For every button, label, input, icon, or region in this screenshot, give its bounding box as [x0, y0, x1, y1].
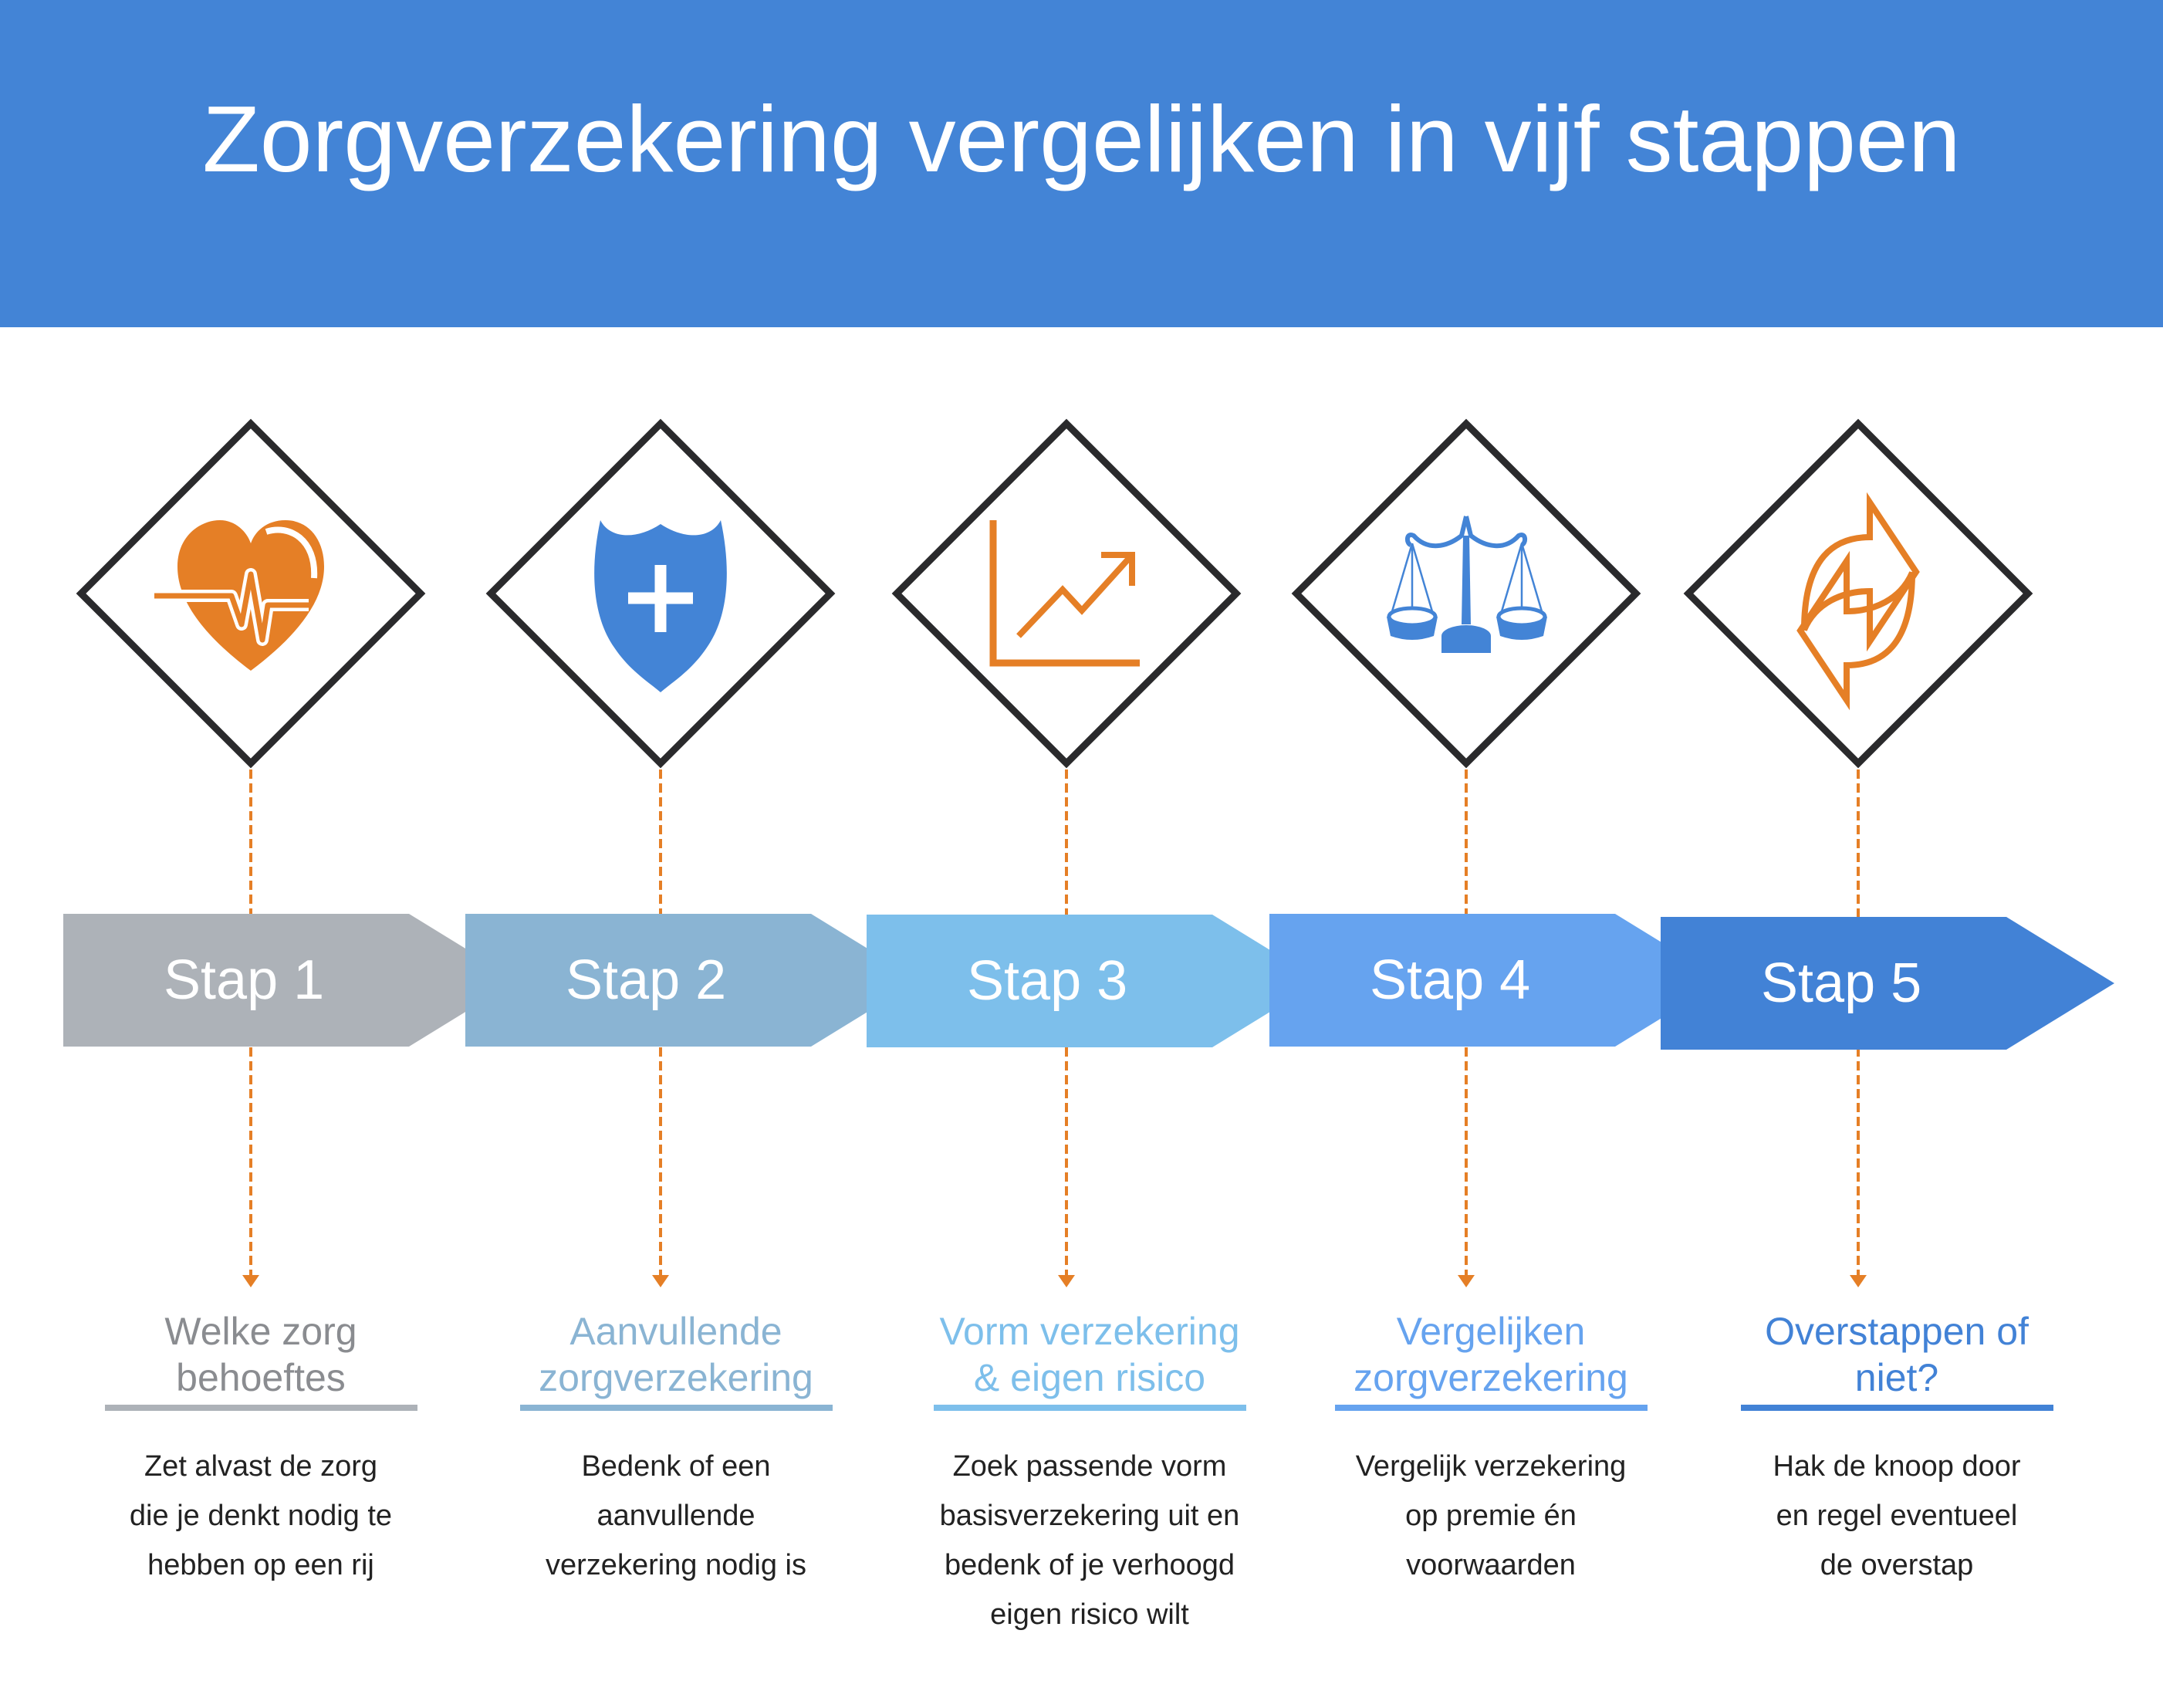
description-line: Zoek passende vorm [952, 1450, 1227, 1483]
scale-pan-rim [1387, 606, 1438, 627]
heading-line: niet? [1854, 1356, 1939, 1399]
chart-axes [989, 520, 1140, 667]
heading-line: zorgverzekering [1354, 1356, 1628, 1399]
step-column: Welke zorg behoeftes Zet alvast de zorg die… [60, 1308, 461, 1590]
scale-beam [1404, 516, 1528, 549]
step-label: Stap 2 [566, 949, 727, 1011]
connector-arrowhead [652, 1275, 669, 1287]
scale-strings [1389, 543, 1435, 617]
description-line: Bedenk of een [581, 1450, 771, 1483]
step-description: Zoek passende vorm basisverzekering uit e… [889, 1442, 1290, 1639]
connector-arrowhead [1058, 1275, 1075, 1287]
scale-pan-rim [1496, 606, 1547, 627]
step-label: Stap 5 [1761, 952, 1922, 1014]
description-line: verzekering nodig is [546, 1549, 806, 1581]
heart-pulse-icon [154, 520, 324, 671]
pulse-line [154, 571, 309, 643]
connector-arrowhead [1850, 1275, 1867, 1287]
step-label: Stap 1 [164, 949, 325, 1011]
heading-line: Vorm verzekering [939, 1310, 1240, 1353]
scale-strings [1499, 543, 1545, 617]
heading-underline [104, 1405, 417, 1411]
step-heading: Vorm verzekering & eigen risico [889, 1308, 1290, 1405]
step-arrow-4 [1269, 914, 1723, 1047]
heading-line: behoeftes [176, 1356, 346, 1399]
step-label: Stap 3 [967, 950, 1128, 1012]
heading-line: Aanvullende [569, 1310, 782, 1353]
trend-line [1016, 553, 1134, 638]
switch-arrows-icon [1796, 492, 1920, 711]
page-title: Zorgverzekering vergelijken in vijf stap… [202, 86, 1961, 191]
step-arrow-3 [867, 915, 1320, 1047]
heart-highlight [265, 526, 318, 579]
heading-underline [1334, 1405, 1648, 1411]
description-line: die je denkt nodig te [129, 1500, 393, 1532]
description-line: basisverzekering uit en [939, 1500, 1240, 1532]
description-line: bedenk of je verhoogd [944, 1549, 1235, 1581]
step-arrow-5 [1661, 917, 2114, 1050]
trend-arrowhead [1101, 552, 1135, 586]
heading-line: & eigen risico [973, 1356, 1206, 1399]
arrow-left [1796, 550, 1915, 711]
connector-arrowhead [242, 1275, 259, 1287]
step-description: Hak de knoop door en regel eventueel de ov… [1696, 1442, 2097, 1590]
description-line: Vergelijk verzekering [1355, 1450, 1627, 1483]
step-column: Vergelijken zorgverzekering Vergelijk verz… [1290, 1308, 1692, 1590]
step-heading: Overstappen of niet? [1696, 1308, 2097, 1405]
description-line: voorwaarden [1406, 1549, 1576, 1581]
description-line: Zet alvast de zorg [144, 1450, 378, 1483]
header-banner: Zorgverzekering vergelijken in vijf stap… [0, 0, 2163, 327]
step-label: Stap 4 [1370, 949, 1531, 1011]
step-description: Zet alvast de zorg die je denkt nodig te h… [60, 1442, 461, 1590]
step-heading: Vergelijken zorgverzekering [1290, 1308, 1692, 1405]
step-column: Vorm verzekering & eigen risico Zoek passe… [889, 1308, 1290, 1639]
heading-line: Welke zorg [164, 1310, 357, 1353]
heading-line: Vergelijken [1396, 1310, 1586, 1353]
connector-arrowhead [1458, 1275, 1475, 1287]
step-heading: Aanvullende zorgverzekering [475, 1308, 877, 1405]
plus-sign [628, 565, 693, 632]
step-description: Vergelijk verzekering op premie én voorwaa… [1290, 1442, 1692, 1590]
description-line: de overstap [1820, 1549, 1974, 1581]
heading-underline [1740, 1405, 2053, 1411]
scales-icon [1387, 516, 1547, 653]
heading-underline [519, 1405, 833, 1411]
shield-plus-icon [594, 520, 727, 692]
description-line: en regel eventueel [1776, 1500, 2018, 1532]
chart-trend-icon [989, 520, 1140, 667]
description-line: Hak de knoop door [1773, 1450, 2021, 1483]
description-line: op premie én [1405, 1500, 1577, 1532]
heading-line: Overstappen of [1765, 1310, 2029, 1353]
step-column: Overstappen of niet? Hak de knoop door en r… [1696, 1308, 2097, 1590]
heading-line: zorgverzekering [539, 1356, 813, 1399]
description-line: hebben op een rij [147, 1549, 374, 1581]
description-line: aanvullende [597, 1500, 755, 1532]
scale-pillar [1462, 536, 1471, 624]
step-arrow-1 [63, 914, 517, 1047]
step-heading: Welke zorg behoeftes [60, 1308, 461, 1405]
scale-base-foot [1441, 636, 1491, 653]
step-column: Aanvullende zorgverzekering Bedenk of een a… [475, 1308, 877, 1590]
heading-underline [933, 1405, 1246, 1411]
step-arrow-2 [465, 914, 919, 1047]
description-line: eigen risico wilt [990, 1598, 1189, 1631]
step-description: Bedenk of een aanvullende verzekering nodi… [475, 1442, 877, 1590]
